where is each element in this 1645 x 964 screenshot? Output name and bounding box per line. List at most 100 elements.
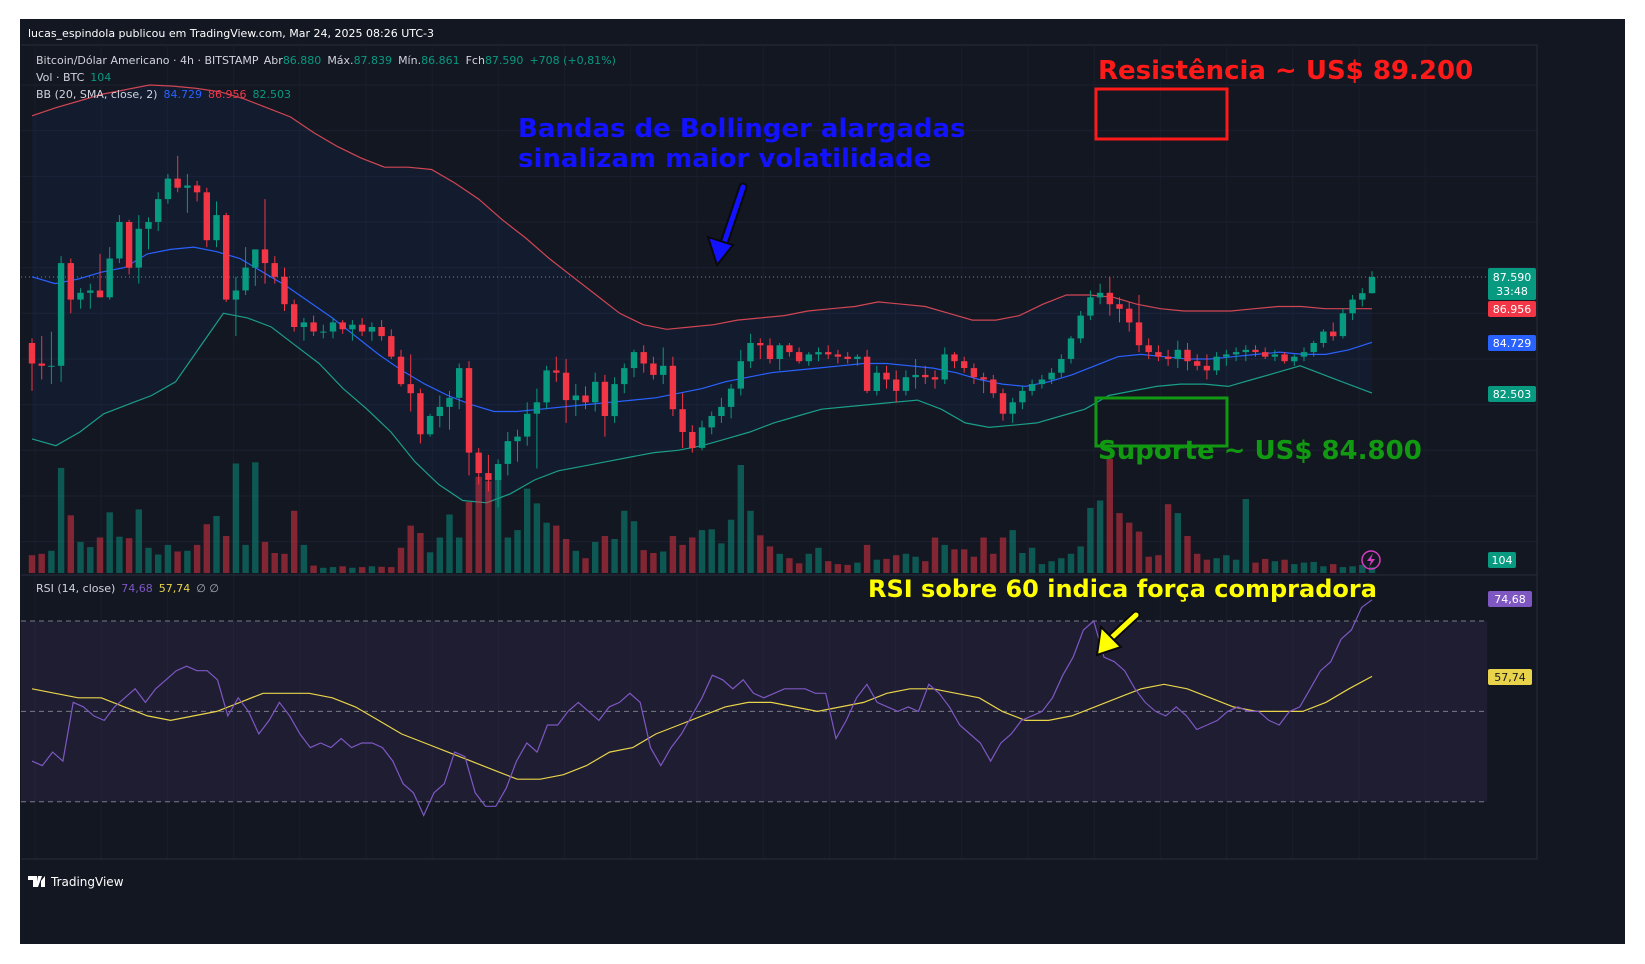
bollinger-arrow[interactable] <box>706 182 748 268</box>
candles[interactable] <box>28 155 1376 508</box>
volume-bar <box>57 467 65 573</box>
volume-bar <box>553 525 560 573</box>
rsi-value: 74,68 <box>121 582 153 595</box>
volume-bar <box>912 556 919 573</box>
volume-bar <box>475 476 482 573</box>
bollinger-annotation-line1[interactable]: Bandas de Bollinger alargadas <box>518 114 966 144</box>
volume-bar <box>485 481 492 573</box>
candle-body <box>543 370 550 403</box>
candle-body <box>621 368 628 385</box>
ohlc-open-value: 86.880 <box>283 54 322 67</box>
bb-lower-badge-bg <box>1488 386 1536 402</box>
candle-body <box>1126 308 1133 323</box>
rsi-annotation[interactable]: RSI sobre 60 indica força compradora <box>868 575 1377 603</box>
candle-body <box>1262 352 1269 357</box>
volume-bar <box>1164 504 1172 573</box>
candle-body <box>456 368 463 398</box>
candle-body <box>388 336 395 357</box>
candle-body <box>494 464 502 480</box>
candle-body <box>1164 356 1172 359</box>
legend-bollinger[interactable]: BB (20, SMA, close, 2) 84.729 86.956 82.503 <box>36 88 291 101</box>
ohlc-low-value: 86.861 <box>421 54 460 67</box>
candle-body <box>446 397 453 407</box>
bb-upper-badge-bg <box>1488 301 1536 317</box>
volume-bar <box>213 516 220 573</box>
volume-bar <box>407 525 414 573</box>
volume-bar <box>358 567 366 573</box>
rsi-pane <box>21 599 1487 817</box>
candle-body <box>96 290 104 298</box>
resistance-box[interactable] <box>1094 87 1229 141</box>
candle-body <box>786 345 793 353</box>
candle-body <box>815 352 822 355</box>
legend-rsi[interactable]: RSI (14, close) 74,68 57,74 ∅ ∅ <box>36 582 219 595</box>
rsi-arrow[interactable] <box>1095 610 1141 657</box>
volume-bar <box>1019 553 1026 573</box>
chart-frame: lucas_espindola publicou em TradingView.… <box>20 19 1625 944</box>
tradingview-logo[interactable]: TradingView <box>28 875 124 889</box>
volume-bar <box>1300 562 1308 573</box>
volume-bar <box>436 537 443 573</box>
bollinger-annotation-line2[interactable]: sinalizam maior volatilidade <box>518 144 931 174</box>
volume-value: 104 <box>90 71 111 84</box>
candle-body <box>252 249 259 268</box>
legend-volume[interactable]: Vol · BTC 104 <box>36 71 111 84</box>
rsi-badge-value: 74,68 <box>1494 593 1526 606</box>
candle-body <box>223 215 230 300</box>
volume-bar <box>281 553 288 573</box>
tradingview-logo-icon <box>28 876 45 887</box>
volume-bar <box>1009 530 1016 573</box>
volume-bar <box>1203 559 1211 573</box>
support-annotation[interactable]: Suporte ~ US$ 84.800 <box>1098 436 1422 466</box>
candle-body <box>1009 402 1016 414</box>
volume-bar <box>698 530 706 573</box>
lightning-icon[interactable] <box>1361 550 1381 570</box>
support-box[interactable] <box>1094 396 1229 448</box>
candle-body <box>1349 299 1356 314</box>
volume-bar <box>1077 546 1084 573</box>
candle-body <box>592 381 599 403</box>
volume-bar <box>815 547 822 573</box>
volume-bar <box>1096 500 1104 573</box>
volume-bar <box>873 559 880 573</box>
rsi-arrow-head <box>1095 624 1123 657</box>
candle-body <box>669 365 677 410</box>
candle-body <box>834 354 842 357</box>
candle-body <box>87 290 94 293</box>
candle-body <box>601 381 609 416</box>
ohlc-close-value: 87.590 <box>485 54 524 67</box>
volume-bar <box>961 549 968 573</box>
bb-basis-badge-bg <box>1488 335 1536 351</box>
volume-bar <box>232 463 240 573</box>
candle-body <box>1330 331 1337 337</box>
volume-bar <box>368 566 376 573</box>
rsi-ma-badge: 57,74 <box>1488 669 1532 685</box>
ohlc-close-label: Fch <box>466 54 485 67</box>
legend-symbol[interactable]: Bitcoin/Dólar Americano · 4h · BITSTAMP A… <box>36 54 616 67</box>
candle-body <box>1067 338 1075 359</box>
rsi-ma-line <box>31 675 1373 780</box>
volume-bar <box>776 553 783 573</box>
chart-canvas[interactable]: lucas_espindola publicou em TradingView.… <box>20 19 1625 944</box>
candle-body <box>611 384 618 417</box>
candle-body <box>1184 349 1191 362</box>
candle-body <box>1281 354 1288 362</box>
volume-bar <box>203 524 210 573</box>
rsi-extra: ∅ ∅ <box>196 582 219 595</box>
candle-body <box>679 409 686 432</box>
candle-body <box>650 363 657 375</box>
candle-body <box>980 377 987 380</box>
candle-body <box>737 361 744 389</box>
candle-body <box>504 441 511 464</box>
volume-bar <box>116 536 123 573</box>
candle-body <box>261 249 269 264</box>
resistance-annotation[interactable]: Resistência ~ US$ 89.200 <box>1098 56 1473 86</box>
bollinger-arrow-shaft <box>720 184 746 249</box>
bb-basis-badge: 84.729 <box>1488 335 1536 351</box>
candle-body <box>708 416 715 428</box>
candle-body <box>902 377 910 391</box>
ohlc-open-label: Abr <box>264 54 284 67</box>
volume-bar <box>572 550 579 573</box>
volume-bar <box>1145 556 1152 573</box>
ohlc-high-label: Máx. <box>327 54 353 67</box>
